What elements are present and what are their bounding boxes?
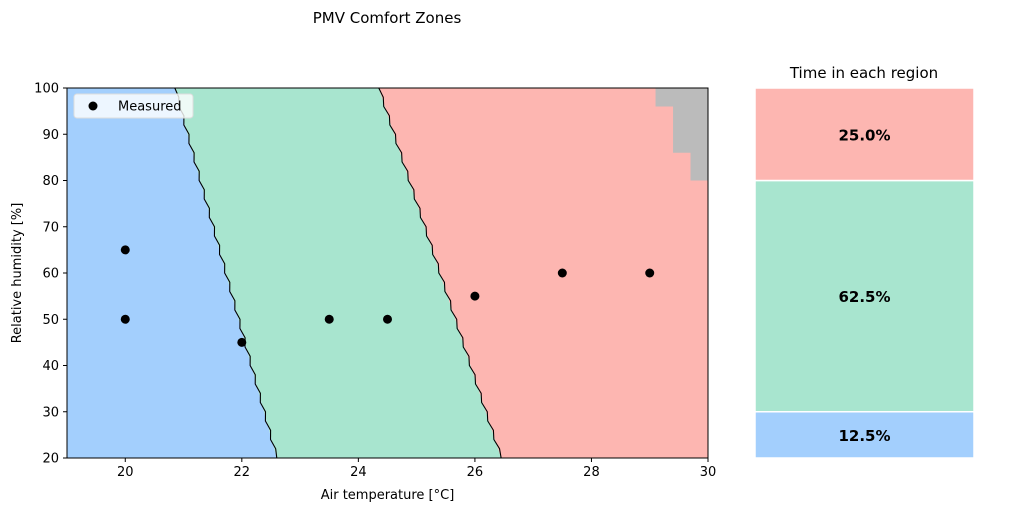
region-share-label: 12.5% [838,427,890,445]
time-in-region-plot: Time in each region 12.5% 62.5% 25.0% [754,64,975,459]
region-share-bar [754,179,975,413]
side-chart-title: Time in each region [789,64,938,82]
measured-point [237,337,247,347]
measured-point [470,291,480,301]
legend-label: Measured [118,100,182,115]
warm-region [378,88,708,458]
cool-region [67,88,277,458]
y-tick-label: 100 [34,82,59,97]
y-tick-label: 90 [42,128,59,143]
x-tick-label: 24 [350,465,367,480]
region-share-label: 25.0% [838,126,890,144]
y-tick-label: 30 [42,405,59,420]
y-tick-label: 70 [42,220,59,235]
comfortable-region [174,88,502,458]
legend-marker [88,101,98,111]
region-share-bar [754,87,975,182]
y-axis-label: Relative humidity [%] [10,203,25,344]
x-tick-label: 26 [467,465,484,480]
zone-boundary-cool-comfortable [174,87,278,459]
measured-point [645,268,655,278]
chart-title: PMV Comfort Zones [313,9,462,27]
y-tick-label: 20 [42,452,59,467]
y-tick-label: 80 [42,174,59,189]
legend-box [73,93,194,119]
measured-point [557,268,567,278]
measured-point [324,314,334,324]
out-of-range-region [655,88,708,181]
y-tick-label: 50 [42,313,59,328]
x-tick-label: 30 [700,465,717,480]
x-tick-label: 20 [117,465,134,480]
zone-boundary-comfortable-warm [378,87,502,459]
x-tick-label: 22 [234,465,251,480]
x-tick-label: 28 [583,465,600,480]
measured-point [120,314,130,324]
measured-point [120,245,130,255]
x-axis-label: Air temperature [°C] [321,488,455,503]
legend: Measured [73,93,194,119]
comfort-zone-plot: 20 22 24 26 28 30 20 30 40 50 60 70 80 90 100 Air tem… [10,82,716,504]
y-tick-label: 40 [42,359,59,374]
region-share-label: 62.5% [838,288,890,306]
measured-point [383,314,392,324]
y-tick-label: 60 [42,267,59,282]
